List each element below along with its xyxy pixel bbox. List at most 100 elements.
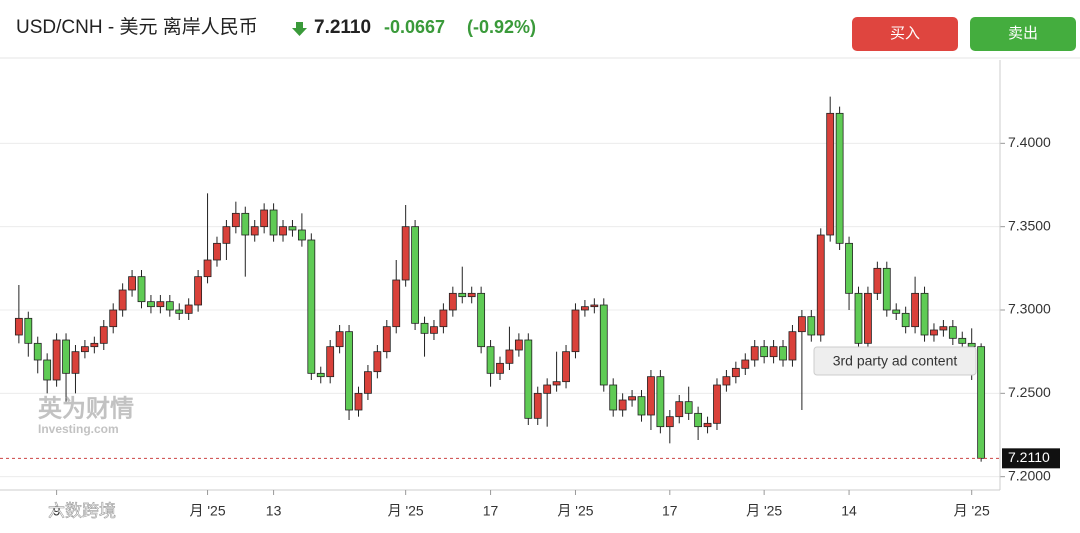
candle-body bbox=[807, 316, 816, 336]
sell-label[interactable]: 卖出 bbox=[1008, 25, 1038, 42]
price: 7.2110 bbox=[314, 17, 371, 38]
x-tick-label: 月 '25 bbox=[954, 503, 990, 519]
x-tick-label: 月 '25 bbox=[388, 503, 424, 519]
candle-body bbox=[486, 346, 495, 374]
candle-body bbox=[147, 301, 155, 308]
candle-body bbox=[128, 276, 136, 291]
candle-body bbox=[958, 337, 967, 344]
candle-body bbox=[364, 371, 372, 394]
candle-body bbox=[675, 401, 684, 418]
candle-body bbox=[430, 326, 438, 334]
buy-label[interactable]: 买入 bbox=[890, 25, 920, 42]
candle-body bbox=[750, 346, 759, 361]
candle-body bbox=[826, 112, 835, 236]
candle-body bbox=[505, 349, 514, 364]
candle-body bbox=[628, 396, 636, 401]
x-tick-label: 月 '25 bbox=[189, 503, 225, 519]
last-price-box bbox=[1002, 448, 1060, 469]
candle-body bbox=[62, 339, 70, 374]
candle-body bbox=[911, 292, 919, 328]
candle-body bbox=[326, 346, 335, 378]
candle-body bbox=[930, 329, 938, 336]
candle-body bbox=[288, 226, 297, 231]
candle-body bbox=[477, 292, 486, 348]
corner-watermark: 六数跨境 bbox=[48, 501, 116, 520]
candle-body bbox=[14, 317, 23, 336]
candle-body bbox=[90, 342, 99, 348]
candle-body bbox=[543, 384, 552, 394]
candle-body bbox=[24, 317, 33, 344]
candle-body bbox=[731, 367, 740, 378]
candle-body bbox=[260, 209, 269, 228]
candle-body bbox=[448, 292, 457, 311]
candle-body bbox=[637, 396, 646, 416]
candle-body bbox=[684, 401, 693, 414]
candle-body bbox=[618, 399, 627, 411]
candle-body bbox=[581, 306, 589, 311]
candle-body bbox=[194, 276, 203, 306]
candle-body bbox=[81, 346, 89, 353]
change: -0.0667 bbox=[384, 17, 445, 37]
y-tick-label: 7.3000 bbox=[1008, 301, 1051, 317]
candle-body bbox=[514, 339, 523, 351]
candle-body bbox=[694, 412, 703, 428]
candle-body bbox=[250, 226, 259, 236]
candle-body bbox=[854, 292, 863, 344]
candle-body bbox=[835, 112, 844, 244]
candle-body bbox=[118, 289, 127, 311]
candle-body bbox=[467, 292, 476, 298]
candle-body bbox=[760, 346, 769, 358]
candle-body bbox=[533, 392, 542, 419]
candle-body bbox=[382, 326, 391, 353]
candle-body bbox=[524, 339, 533, 419]
candle-body bbox=[845, 242, 853, 294]
candle-body bbox=[562, 351, 570, 383]
candle-body bbox=[779, 346, 787, 361]
candle-body bbox=[599, 304, 608, 386]
candle-body bbox=[156, 301, 165, 308]
candle-body bbox=[496, 362, 504, 374]
x-tick-label: 月 '25 bbox=[557, 503, 593, 519]
candle-body bbox=[345, 331, 353, 411]
ad-tooltip-text: 3rd party ad content bbox=[833, 353, 958, 369]
candle-body bbox=[769, 346, 778, 358]
candle-body bbox=[411, 226, 419, 324]
sell-button[interactable] bbox=[970, 17, 1076, 51]
candle-body bbox=[948, 326, 957, 339]
candle-body bbox=[222, 226, 231, 244]
candle-body bbox=[392, 279, 401, 328]
x-tick-label: 14 bbox=[841, 503, 857, 519]
buy-button[interactable] bbox=[852, 17, 958, 51]
candle-body bbox=[231, 212, 240, 228]
candle-body bbox=[797, 316, 806, 333]
candle-body bbox=[307, 239, 316, 374]
pair-title: USD/CNH - 美元 离岸人民币 bbox=[16, 16, 258, 38]
watermark-site: Investing.com bbox=[38, 422, 119, 436]
candle-body bbox=[713, 384, 721, 424]
candle-body bbox=[741, 359, 750, 369]
candle-body bbox=[184, 304, 193, 314]
candle-body bbox=[316, 372, 325, 378]
candle-body bbox=[920, 292, 929, 336]
candle-body bbox=[43, 359, 52, 381]
candle-body bbox=[269, 209, 278, 236]
candle-body bbox=[297, 229, 306, 241]
candle-body bbox=[33, 342, 42, 361]
candle-body bbox=[279, 226, 287, 236]
candle-body bbox=[439, 309, 448, 328]
candle-body bbox=[203, 259, 212, 278]
candle-body bbox=[647, 376, 655, 416]
y-tick-label: 7.2000 bbox=[1008, 467, 1051, 483]
candle-body bbox=[967, 342, 976, 348]
candle-body bbox=[458, 292, 467, 298]
candle-body bbox=[609, 384, 618, 411]
candle-body bbox=[788, 331, 797, 361]
candle-body bbox=[882, 267, 891, 311]
candle-body bbox=[590, 304, 599, 308]
y-tick-label: 7.4000 bbox=[1008, 134, 1051, 150]
candle-body bbox=[241, 212, 250, 236]
candle-body bbox=[552, 381, 561, 386]
candle-body bbox=[703, 422, 712, 428]
x-tick-label: 17 bbox=[483, 503, 499, 519]
